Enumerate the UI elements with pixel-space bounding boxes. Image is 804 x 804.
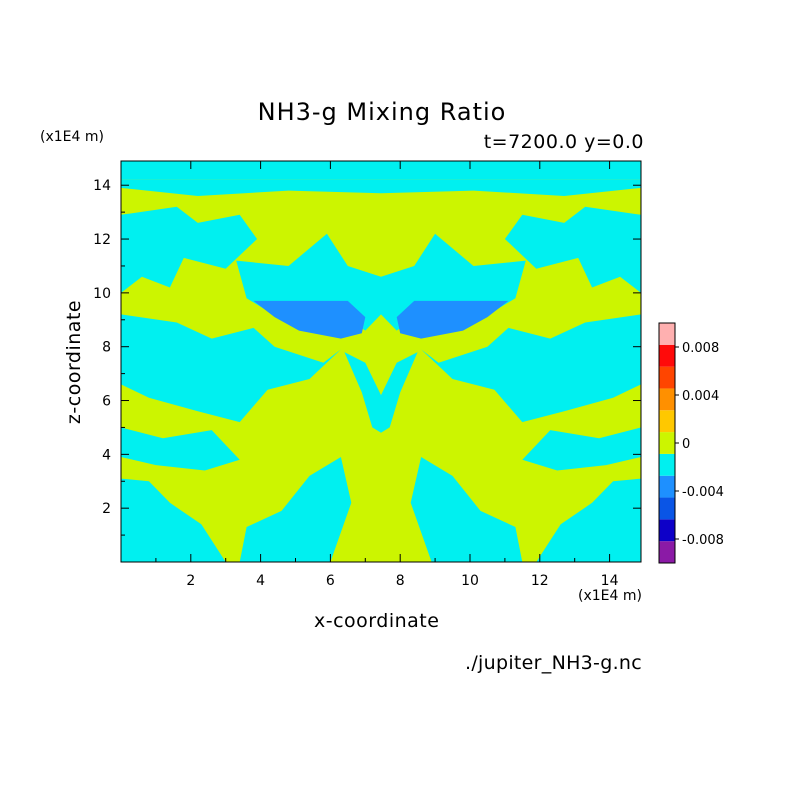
x-tick-label: 12 — [531, 573, 549, 589]
contour-region-cyan — [410, 457, 523, 562]
colorbar-swatch — [659, 410, 675, 433]
contour-region-cyan — [239, 457, 352, 562]
contour-region-cyan — [121, 206, 258, 293]
chart-subtitle: t=7200.0 y=0.0 — [483, 131, 644, 153]
x-tick-label: 10 — [461, 573, 479, 589]
source-file-label: ./jupiter_NH3-g.nc — [465, 652, 642, 674]
colorbar-tick-label: 0.004 — [682, 389, 719, 404]
colorbar-swatch — [659, 344, 675, 367]
colorbar-swatch — [659, 453, 675, 476]
y-tick-label: 6 — [102, 394, 111, 410]
contour-region-cyan — [344, 352, 418, 433]
colorbar-swatch — [659, 388, 675, 411]
contour-region-cyan — [421, 314, 641, 423]
colorbar-swatch — [659, 323, 675, 345]
x-axis-label: x-coordinate — [314, 610, 440, 632]
contour-region-cyan — [121, 179, 641, 196]
chart-title: NH3-g Mixing Ratio — [257, 98, 507, 126]
contour-region-cyan — [121, 161, 641, 180]
colorbar-swatch — [659, 366, 675, 389]
contour-region-cyan — [504, 206, 641, 293]
contour-region-cyan — [536, 478, 641, 562]
y-tick-label: 2 — [102, 501, 111, 517]
x-tick-label: 14 — [601, 573, 619, 589]
colorbar-swatch — [659, 497, 675, 520]
colorbar-tick-label: -0.008 — [682, 533, 724, 548]
y-tick-label: 10 — [93, 286, 111, 302]
colorbar-swatch — [659, 519, 675, 542]
y-tick-label: 12 — [93, 232, 111, 248]
y-tick-label: 8 — [102, 340, 111, 356]
contour-region-blue — [253, 300, 366, 339]
contour-region-blue — [396, 300, 509, 339]
y-tick-label: 4 — [102, 447, 111, 463]
contour-region-cyan — [121, 427, 240, 471]
colorbar-tick-label: -0.004 — [682, 485, 724, 500]
y-axis-unit: (x1E4 m) — [40, 129, 104, 145]
contour-region-cyan — [121, 314, 341, 423]
x-axis-unit: (x1E4 m) — [578, 588, 642, 604]
x-tick-label: 8 — [396, 573, 405, 589]
contour-region-cyan — [121, 478, 226, 562]
x-tick-label: 4 — [256, 573, 265, 589]
colorbar-swatch — [659, 475, 675, 498]
colorbar-swatch — [659, 541, 675, 563]
plot-frame — [120, 160, 642, 563]
x-tick-label: 6 — [326, 573, 335, 589]
colorbar-tick-label: 0 — [682, 437, 690, 452]
y-tick-label: 14 — [93, 178, 111, 194]
colorbar-swatch — [659, 432, 675, 454]
x-tick-label: 2 — [186, 573, 195, 589]
colorbar-tick-label: 0.008 — [682, 341, 719, 356]
contour-region-cyan — [522, 427, 641, 471]
